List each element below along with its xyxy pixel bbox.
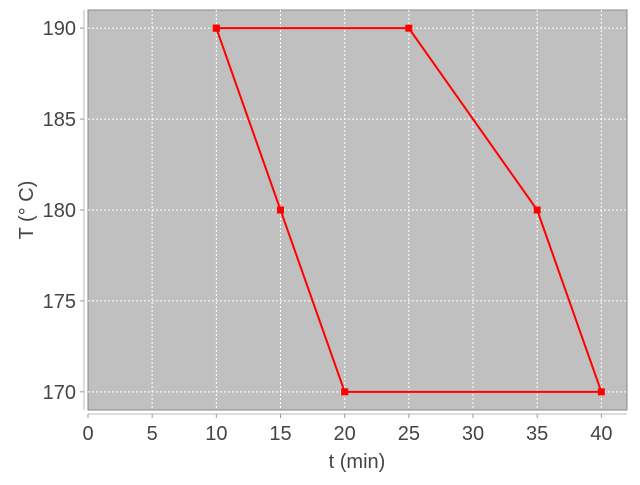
data-point — [212, 24, 220, 32]
data-point — [597, 388, 605, 396]
series — [212, 24, 605, 396]
x-tick-label: 35 — [526, 423, 548, 445]
y-tick-label: 180 — [43, 200, 76, 222]
x-tick-label: 15 — [269, 423, 291, 445]
y-tick-label: 185 — [43, 109, 76, 131]
data-point — [533, 206, 541, 214]
ticks: 0 5 10 15 20 25 30 35 40 170 175 180 185 190 — [43, 18, 613, 445]
y-axis-label: T (° C) — [16, 181, 38, 240]
x-tick-label: 20 — [334, 423, 356, 445]
y-tick-label: 175 — [43, 291, 76, 313]
x-tick-label: 30 — [462, 423, 484, 445]
x-tick-label: 10 — [205, 423, 227, 445]
x-tick-label: 5 — [147, 423, 158, 445]
x-tick-label: 0 — [82, 423, 93, 445]
data-point — [277, 206, 284, 214]
data-point — [405, 24, 413, 32]
x-tick-label: 25 — [398, 423, 420, 445]
data-point — [341, 388, 349, 396]
y-tick-label: 190 — [43, 18, 76, 40]
x-axis-label: t (min) — [329, 451, 386, 473]
x-tick-label: 40 — [590, 423, 612, 445]
y-tick-label: 170 — [43, 382, 76, 404]
